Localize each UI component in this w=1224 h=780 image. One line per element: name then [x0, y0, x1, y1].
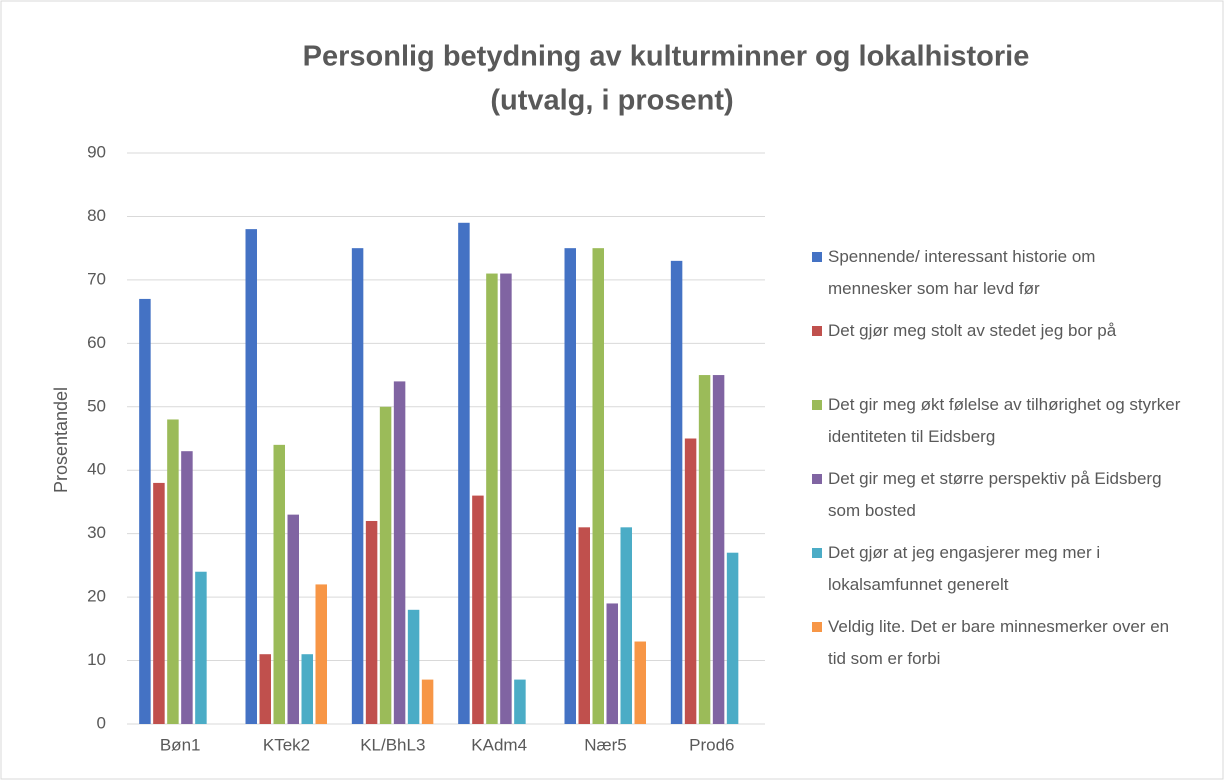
legend-swatch	[812, 622, 822, 632]
legend-label: Det gir meg økt følelse av tilhørighet o…	[828, 395, 1181, 446]
bar	[153, 482, 165, 724]
y-tick-label: 80	[87, 206, 106, 225]
bar	[273, 444, 285, 724]
chart-title: Personlig betydning av kulturminner og l…	[303, 41, 1030, 73]
chart-subtitle: (utvalg, i prosent)	[490, 85, 733, 117]
x-tick-label: KL/BhL3	[360, 735, 425, 754]
bar	[592, 248, 604, 724]
bar	[139, 298, 151, 724]
legend-swatch	[812, 400, 822, 410]
x-tick-label: Nær5	[584, 735, 627, 754]
bar	[486, 273, 498, 724]
bar	[315, 584, 327, 724]
bar	[259, 654, 271, 724]
bar	[514, 679, 526, 724]
bar	[670, 260, 683, 724]
legend-item: Veldig lite. Det er bare minnesmerker ov…	[812, 611, 1192, 675]
bar	[564, 248, 576, 724]
y-tick-label: 10	[87, 650, 106, 669]
bar	[712, 375, 725, 724]
legend-label: Det gjør meg stolt av stedet jeg bor på	[828, 321, 1117, 340]
bar	[407, 609, 420, 724]
bar	[195, 571, 207, 724]
bar	[578, 527, 590, 724]
bar	[379, 406, 392, 724]
bar	[684, 438, 697, 724]
y-tick-label: 0	[97, 713, 106, 732]
x-tick-label: KTek2	[263, 735, 310, 754]
legend-swatch	[812, 548, 822, 558]
bar	[301, 654, 313, 724]
x-tick-label: Prod6	[689, 735, 734, 754]
bar	[365, 520, 378, 724]
bar	[634, 641, 646, 724]
bar	[245, 229, 257, 724]
legend-swatch	[812, 252, 822, 262]
y-tick-label: 30	[87, 523, 106, 542]
y-tick-label: 20	[87, 587, 106, 606]
bar	[167, 419, 179, 724]
legend-label: Veldig lite. Det er bare minnesmerker ov…	[828, 617, 1170, 668]
bar	[500, 273, 512, 724]
legend-item: Det gir meg økt følelse av tilhørighet o…	[812, 389, 1192, 453]
bar	[181, 451, 193, 724]
bar	[421, 679, 434, 724]
legend-label: Det gir meg et større perspektiv på Eids…	[828, 469, 1162, 520]
legend-item: Det gjør meg stolt av stedet jeg bor på	[812, 315, 1192, 347]
bar	[472, 495, 484, 724]
y-tick-label: 50	[87, 396, 106, 415]
legend-label: Spennende/ interessant historie om menne…	[828, 247, 1096, 298]
legend-item: Det gjør at jeg engasjerer meg mer i lok…	[812, 537, 1192, 601]
bar	[351, 248, 364, 724]
x-tick-label: KAdm4	[471, 735, 527, 754]
bar	[393, 381, 406, 724]
y-tick-label: 40	[87, 460, 106, 479]
bar	[606, 603, 618, 724]
x-tick-label: Bøn1	[160, 735, 201, 754]
y-tick-label: 70	[87, 269, 106, 288]
y-axis-label: Prosentandel	[51, 387, 71, 493]
legend-swatch	[812, 326, 822, 336]
bar	[620, 527, 632, 724]
legend-item: Spennende/ interessant historie om menne…	[812, 241, 1192, 305]
bar	[726, 552, 739, 724]
legend-label: Det gjør at jeg engasjerer meg mer i lok…	[828, 543, 1101, 594]
y-tick-label: 90	[87, 142, 106, 161]
legend-swatch	[812, 474, 822, 484]
bar	[698, 375, 711, 724]
bar	[458, 222, 470, 725]
legend-item: Det gir meg et større perspektiv på Eids…	[812, 463, 1192, 527]
bar	[287, 514, 299, 724]
y-tick-label: 60	[87, 333, 106, 352]
